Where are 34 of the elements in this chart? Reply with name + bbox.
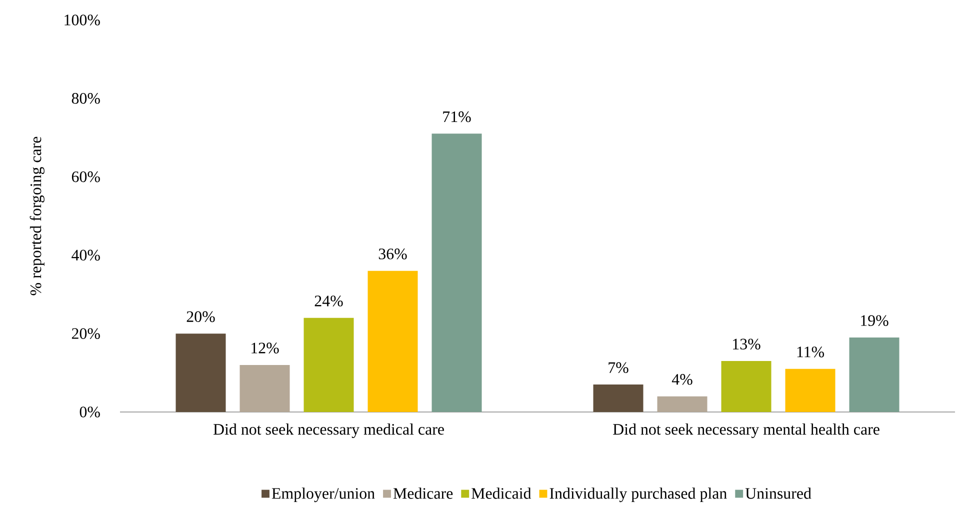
y-axis-title: % reported forgoing care [30, 136, 44, 296]
bar [176, 334, 226, 412]
legend-label: Medicaid [472, 488, 532, 499]
y-tick-label: 0% [80, 406, 100, 418]
legend-label: Medicare [393, 488, 453, 499]
bar [240, 364, 290, 412]
legend-label: Employer/union [272, 488, 375, 502]
bar [593, 384, 644, 412]
data-label: 4% [672, 374, 692, 385]
data-label: 7% [608, 362, 628, 374]
data-label: 19% [861, 315, 888, 326]
y-tick-label: 40% [72, 250, 100, 261]
bar [432, 134, 482, 412]
x-tick-label: Did not seek necessary mental health care [613, 424, 880, 438]
bar [368, 270, 418, 412]
y-tick-label: 100% [64, 14, 100, 26]
bar [304, 318, 354, 412]
data-label: 71% [443, 111, 471, 122]
y-tick-label: 80% [72, 93, 100, 104]
data-label: 12% [252, 342, 279, 354]
bar [721, 361, 772, 412]
bar [849, 338, 900, 412]
legend-label: Uninsured [745, 488, 812, 499]
bar [657, 396, 708, 412]
data-label: 11% [797, 346, 824, 358]
y-tick-label: 20% [72, 328, 100, 339]
data-label: 20% [186, 311, 215, 322]
y-tick-label: 60% [72, 171, 100, 182]
bar [785, 368, 836, 412]
data-label: 36% [378, 248, 407, 260]
data-label: 13% [733, 338, 760, 350]
x-tick-label: Did not seek necessary medical care [213, 424, 444, 438]
data-label: 24% [314, 296, 343, 306]
legend-label: Individually purchased plan [550, 488, 727, 502]
